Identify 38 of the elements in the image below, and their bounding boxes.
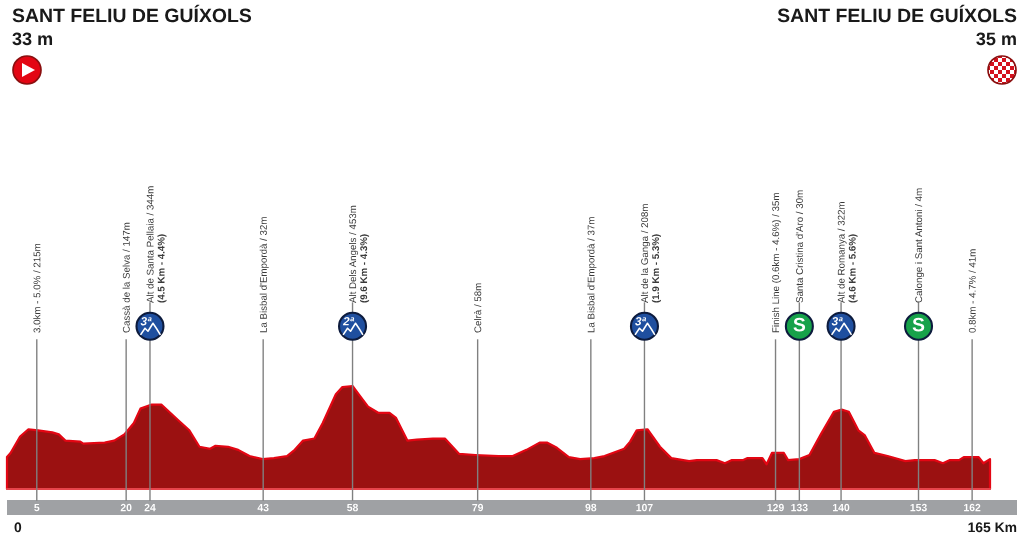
ref-line-label: 0.8km - 4.7% / 41m [968,249,976,333]
x-tick-label: 133 [791,503,808,512]
ref-line-label: Santa Cristina d'Aro / 30m [795,190,803,303]
chart-title: SANT FELIU DE GUÍXOLS [12,4,252,23]
ref-line-label: Finish Line (0.6km - 4.6%) / 35m [772,193,782,333]
x-tick-label: 58 [347,503,359,512]
ref-line-label: 3.0km - 5.0% / 215m [33,243,41,333]
ref-line-label: Alt de Santa Pellaia / 344m (4.5 Km - 4.4%) [146,186,167,303]
annotation: 3ª [140,317,152,326]
text: 0 [14,522,22,533]
annotation: 3ª [635,317,647,326]
x-tick-label: 140 [833,503,850,512]
x-tick-label: 20 [120,503,132,512]
x-tick-label: 129 [767,503,784,512]
x-tick-label: 98 [585,503,597,512]
annotation: S [793,317,806,332]
text: 165 Km [968,522,1017,533]
x-tick-label: 5 [34,503,40,512]
text: SANT FELIU DE GUÍXOLS [777,4,1017,23]
ref-line-label: Alt de Romanya / 322m (4.6 Km - 5.6%) [837,202,858,303]
annotation: 3ª [831,317,843,326]
chart-subtitle: 33 m [12,32,53,46]
annotation: 2ª [342,317,355,326]
ref-line-label: Calonge i Sant Antoni / 4m [914,188,925,303]
x-tick-label: 153 [910,503,927,512]
ref-line-label: Celrà / 58m [474,283,482,333]
ref-line-label: Cassà de la Selva / 147m [122,222,130,333]
x-tick-label: 43 [257,503,269,512]
ref-line-label: Alt de la Ganga / 208m (1.9 Km - 5.3%) [640,204,661,303]
ref-line-label: La Bisbal d'Empordà / 32m [259,217,269,333]
annotation: S [912,317,925,332]
ref-line-label: La Bisbal d'Empordà / 37m [587,217,597,333]
x-tick-label: 24 [144,503,156,512]
ref-line-label: Alt Dels Angels / 453m (9.6 Km - 4.3%) [349,205,370,303]
x-tick-label: 79 [472,503,484,512]
text: 35 m [976,32,1016,46]
x-tick-label: 107 [636,503,653,512]
x-tick-label: 162 [964,503,981,512]
